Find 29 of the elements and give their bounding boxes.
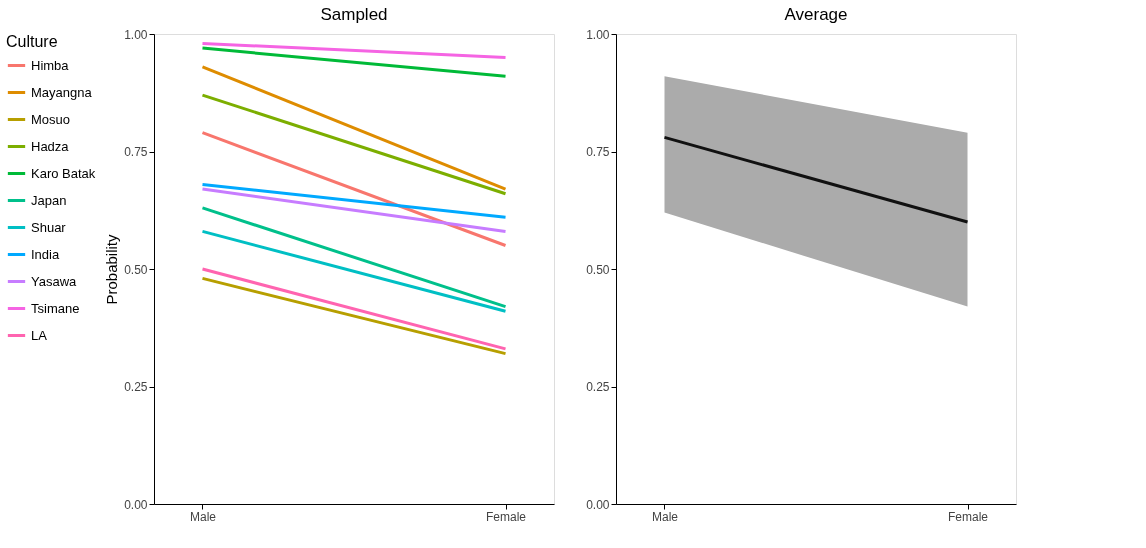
legend-label: Japan (31, 192, 67, 208)
legend-label: Karo Batak (31, 165, 96, 181)
y-tick-label: 0.25 (124, 380, 148, 394)
chart-title: Sampled (320, 5, 388, 24)
y-tick-label: 0.00 (124, 497, 148, 512)
y-tick-label: 1.00 (124, 27, 148, 42)
y-tick-label: 0.50 (586, 262, 610, 277)
legend-label: Hadza (31, 138, 70, 154)
y-tick-label: 1.00 (586, 27, 610, 42)
legend-title: Culture (6, 33, 58, 50)
legend-label: Mosuo (31, 111, 71, 127)
y-axis-title: Probability (103, 233, 121, 305)
legend-label: Tsimane (31, 300, 80, 316)
x-tick-label: Male (651, 509, 679, 524)
chart-title: Average (784, 5, 848, 24)
legend-label: LA (31, 327, 48, 343)
y-tick-label: 0.00 (586, 497, 610, 512)
legend-label: India (31, 246, 60, 262)
y-tick-label: 0.75 (586, 145, 610, 159)
x-tick-label: Male (189, 509, 217, 524)
y-tick-label: 0.50 (124, 262, 148, 277)
legend-label: Mayangna (31, 84, 93, 100)
x-tick-label: Female (486, 509, 527, 524)
legend-label: Shuar (31, 219, 67, 235)
legend-label: Yasawa (31, 273, 78, 289)
y-tick-label: 0.75 (124, 145, 148, 159)
y-tick-label: 0.25 (586, 380, 610, 394)
x-tick-label: Female (948, 509, 989, 524)
legend-label: Himba (31, 57, 70, 73)
